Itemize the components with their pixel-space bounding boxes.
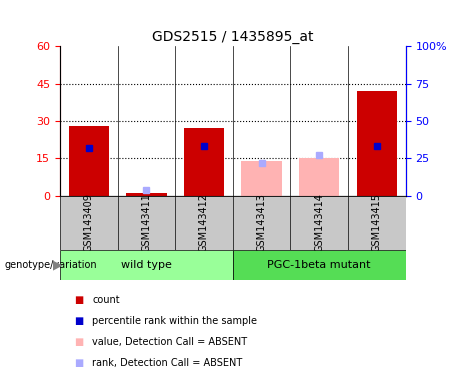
- Text: GSM143414: GSM143414: [314, 193, 324, 252]
- Text: GSM143412: GSM143412: [199, 193, 209, 252]
- Text: count: count: [92, 295, 120, 305]
- Text: wild type: wild type: [121, 260, 172, 270]
- Text: value, Detection Call = ABSENT: value, Detection Call = ABSENT: [92, 337, 247, 347]
- Bar: [60, 250, 233, 280]
- Text: GSM143409: GSM143409: [84, 193, 94, 252]
- Text: rank, Detection Call = ABSENT: rank, Detection Call = ABSENT: [92, 358, 242, 368]
- Bar: [69, 126, 109, 196]
- Text: ■: ■: [74, 316, 83, 326]
- Text: percentile rank within the sample: percentile rank within the sample: [92, 316, 257, 326]
- Text: ▶: ▶: [53, 258, 62, 271]
- Text: GSM143411: GSM143411: [142, 193, 151, 252]
- Text: GSM143413: GSM143413: [257, 193, 266, 252]
- Text: ■: ■: [74, 358, 83, 368]
- Text: ■: ■: [74, 295, 83, 305]
- Bar: [242, 161, 282, 196]
- Title: GDS2515 / 1435895_at: GDS2515 / 1435895_at: [152, 30, 313, 44]
- Bar: [126, 194, 166, 196]
- Bar: [299, 159, 339, 196]
- Text: PGC-1beta mutant: PGC-1beta mutant: [267, 260, 371, 270]
- Text: ■: ■: [74, 337, 83, 347]
- Bar: [233, 250, 406, 280]
- Text: genotype/variation: genotype/variation: [5, 260, 97, 270]
- Bar: [184, 128, 224, 196]
- Text: GSM143415: GSM143415: [372, 193, 382, 252]
- Bar: [357, 91, 397, 196]
